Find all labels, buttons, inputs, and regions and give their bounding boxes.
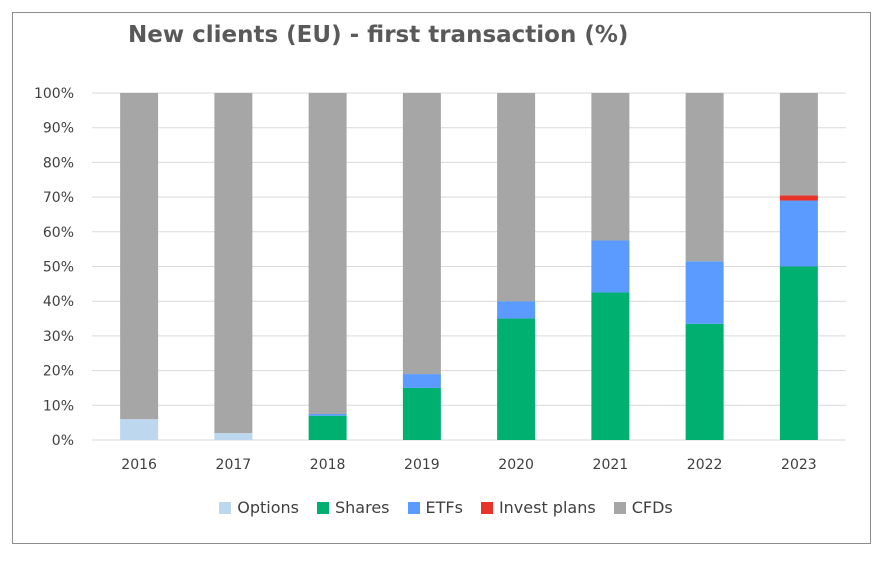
bar-cfds-2017: [214, 93, 253, 434]
legend-swatch: [480, 501, 493, 514]
legend-swatch: [219, 501, 232, 514]
x-tick-label: 2022: [687, 457, 723, 473]
y-tick-label: 70%: [43, 190, 74, 206]
legend-item: ETFs: [407, 498, 463, 517]
bar-cfds-2019: [402, 93, 441, 375]
legend-item: Shares: [317, 498, 390, 517]
legend-swatch: [407, 501, 420, 514]
bar-shares-2022: [685, 323, 724, 440]
bar-etfs-2019: [402, 374, 441, 388]
x-tick-label: 2018: [310, 457, 346, 473]
x-tick-label: 2019: [404, 457, 440, 473]
bar-etfs-2020: [497, 301, 536, 319]
bar-options-2017: [214, 433, 253, 440]
y-tick-label: 80%: [43, 155, 74, 171]
bar-cfds-2022: [685, 93, 724, 262]
bar-etfs-2021: [591, 240, 630, 293]
bar-cfds-2023: [779, 93, 818, 196]
legend-swatch: [613, 501, 626, 514]
y-tick-label: 60%: [43, 225, 74, 241]
legend-swatch: [317, 501, 329, 514]
y-tick-label: 20%: [43, 364, 74, 380]
legend-item: Options: [219, 498, 299, 517]
bar-etfs-2022: [685, 261, 724, 324]
y-tick-label: 10%: [43, 398, 74, 414]
y-tick-label: 100%: [34, 86, 74, 102]
y-tick-label: 30%: [43, 329, 74, 345]
chart-title: New clients (EU) - first transaction (%): [128, 22, 629, 48]
legend-label: CFDs: [631, 498, 673, 517]
bar-options-2016: [120, 419, 159, 440]
bar-invest-plans-2023: [779, 195, 818, 201]
x-tick-label: 2020: [498, 457, 534, 473]
y-tick-label: 0%: [52, 433, 74, 449]
bar-etfs-2018: [308, 413, 347, 416]
chart-legend: Options Shares ETFs Invest plans CFDs: [0, 498, 892, 517]
bar-cfds-2016: [120, 93, 159, 420]
legend-item: CFDs: [613, 498, 673, 517]
legend-item: Invest plans: [480, 498, 596, 517]
bar-shares-2018: [308, 415, 347, 440]
x-tick-label: 2016: [121, 457, 157, 473]
bar-shares-2019: [402, 387, 441, 440]
legend-label: Options: [237, 498, 299, 517]
bar-shares-2020: [497, 318, 536, 440]
bar-cfds-2020: [497, 93, 536, 302]
y-tick-label: 90%: [43, 121, 74, 137]
x-tick-label: 2021: [593, 457, 629, 473]
legend-label: Invest plans: [498, 498, 596, 517]
legend-label: Shares: [335, 498, 390, 517]
bar-etfs-2023: [779, 200, 818, 267]
bar-cfds-2021: [591, 93, 630, 241]
bar-shares-2023: [779, 266, 818, 440]
legend-label: ETFs: [425, 498, 463, 517]
x-tick-label: 2017: [216, 457, 252, 473]
bar-shares-2021: [591, 292, 630, 440]
y-tick-label: 40%: [43, 294, 74, 310]
bar-cfds-2018: [308, 93, 347, 414]
y-tick-label: 50%: [43, 260, 74, 276]
x-tick-label: 2023: [781, 457, 817, 473]
